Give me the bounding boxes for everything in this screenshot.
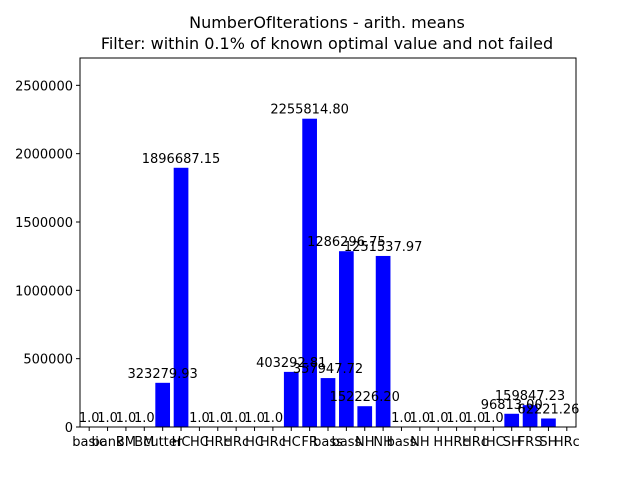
data-labels-group: 1.01.01.01.0323279.931896687.151.01.01.0…	[79, 103, 580, 426]
x-tick-label-12: FR	[301, 435, 318, 450]
data-label-13: 357947.72	[293, 362, 363, 377]
x-tick-label-1: bank	[92, 435, 124, 450]
x-tick-label-20: HRc	[444, 435, 470, 450]
x-tick-label-16: NH	[373, 435, 393, 450]
x-tick-label-7: HRc	[205, 435, 231, 450]
data-label-4: 323279.93	[128, 367, 198, 382]
data-label-9: 1.0	[244, 411, 265, 426]
data-label-1: 1.0	[97, 411, 118, 426]
x-tick-label-3: BM	[134, 435, 154, 450]
x-tick-label-25: SH	[539, 435, 557, 450]
y-tick-label-2: 1000000	[15, 284, 73, 299]
x-tick-label-9: HC	[245, 435, 264, 450]
y-tick-label-3: 1500000	[15, 216, 73, 231]
data-label-16: 1251537.97	[344, 240, 423, 255]
data-label-6: 1.0	[189, 411, 210, 426]
bar-4	[155, 382, 171, 427]
x-tick-label-24: FRS	[518, 435, 543, 450]
data-label-24: 159847.23	[495, 389, 565, 404]
y-tick-label-1: 500000	[23, 353, 73, 368]
y-axis: 0 500000 1000000 1500000 2000000 2500000	[15, 79, 80, 436]
x-tick-label-14: bass	[331, 435, 361, 450]
y-tick-label-5: 2500000	[15, 79, 73, 94]
x-tick-label-11: HC	[282, 435, 301, 450]
bar-11	[283, 371, 299, 427]
data-label-23: 96813.00	[481, 398, 543, 413]
data-label-11: 403292.81	[256, 356, 326, 371]
data-label-25: 62221.26	[517, 402, 579, 417]
data-label-3: 1.0	[134, 411, 155, 426]
data-label-15: 152226.20	[330, 390, 400, 405]
x-tick-label-8: HRc	[223, 435, 249, 450]
data-label-0: 1.0	[79, 411, 100, 426]
x-tick-label-0: basic	[72, 435, 106, 450]
x-tick-label-19: H	[433, 435, 443, 450]
bar-5	[173, 167, 189, 428]
chart-title: NumberOfIterations - arith. means	[189, 13, 465, 32]
bars-group	[81, 118, 556, 428]
bar-16	[375, 255, 391, 427]
data-label-19: 1.0	[428, 411, 449, 426]
x-tick-label-18: NH	[410, 435, 430, 450]
bar-23	[504, 413, 520, 427]
data-label-8: 1.0	[226, 411, 247, 426]
bar-25	[541, 418, 556, 427]
data-label-14: 1286296.75	[307, 235, 386, 250]
data-label-5: 1896687.15	[142, 152, 221, 167]
x-tick-label-5: HC	[172, 435, 191, 450]
x-tick-label-10: HRc	[260, 435, 286, 450]
data-label-17: 1.0	[391, 411, 412, 426]
data-label-18: 1.0	[410, 411, 431, 426]
data-label-12: 2255814.80	[270, 103, 349, 118]
bar-14	[339, 251, 354, 427]
bar-12	[302, 118, 317, 427]
data-label-20: 1.0	[446, 411, 467, 426]
data-label-10: 1.0	[263, 411, 284, 426]
bar-24	[522, 405, 538, 427]
x-tick-label-21: HRc	[462, 435, 488, 450]
x-tick-label-15: NH	[355, 435, 375, 450]
data-label-22: 1.0	[483, 411, 504, 426]
x-tick-label-26: HRc	[554, 435, 580, 450]
x-tick-label-4: cutter	[143, 435, 183, 450]
bar-15	[357, 406, 373, 427]
x-tick-label-22: IHC	[482, 435, 505, 450]
y-tick-label-0: 0	[65, 421, 73, 436]
x-tick-label-2: BM	[116, 435, 136, 450]
chart-subtitle: Filter: within 0.1% of known optimal val…	[101, 34, 553, 53]
x-tick-label-23: SH	[503, 435, 521, 450]
data-label-21: 1.0	[465, 411, 486, 426]
x-tick-label-6: HC	[190, 435, 209, 450]
plot-frame	[79, 57, 577, 428]
x-tick-label-13: bass	[313, 435, 343, 450]
data-label-2: 1.0	[116, 411, 137, 426]
x-tick-label-17: bass	[387, 435, 417, 450]
data-label-7: 1.0	[207, 411, 228, 426]
y-tick-label-4: 2000000	[15, 148, 73, 163]
bar-13	[320, 378, 336, 427]
